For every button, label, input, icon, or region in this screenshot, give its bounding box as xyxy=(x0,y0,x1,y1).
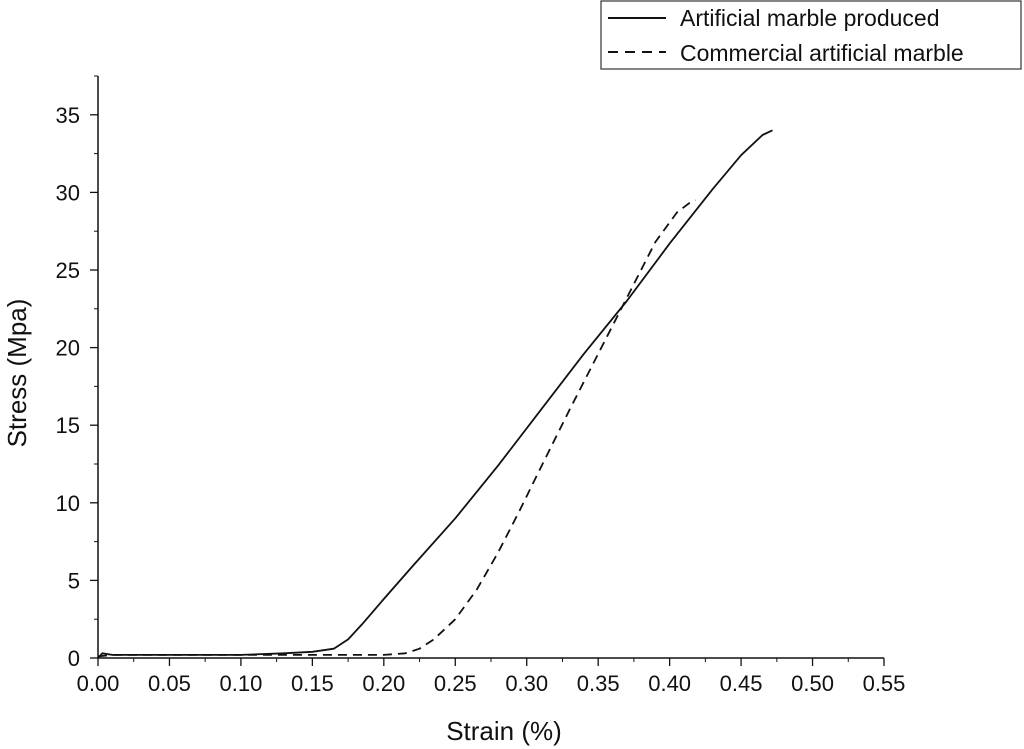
series-lines xyxy=(97,129,773,659)
y-axis-title: Stress (Mpa) xyxy=(2,299,32,448)
y-tick-label: 15 xyxy=(56,413,80,438)
series-line-commercial-artificial-marble xyxy=(97,199,696,658)
x-tick-label: 0.25 xyxy=(434,671,477,696)
legend-label-artificial-marble-produced: Artificial marble produced xyxy=(680,5,940,31)
legend-box xyxy=(600,0,1022,70)
x-tick-label: 0.55 xyxy=(863,671,906,696)
y-tick-label: 35 xyxy=(56,103,80,128)
y-tick-label: 25 xyxy=(56,258,80,283)
y-tick-label: 30 xyxy=(56,180,80,205)
x-tick-label: 0.20 xyxy=(362,671,405,696)
x-tick-label: 0.00 xyxy=(77,671,120,696)
y-tick-label: 10 xyxy=(56,491,80,516)
x-tick-label: 0.05 xyxy=(148,671,191,696)
x-axis-title: Strain (%) xyxy=(446,716,562,746)
x-tick-label: 0.15 xyxy=(291,671,334,696)
legend: Artificial marble produced Commercial ar… xyxy=(600,0,1022,70)
axes: 0.00 0.05 0.10 0.15 0.20 0.25 0.30 0.35 0.40 0.45… xyxy=(56,75,906,696)
x-tick-label: 0.45 xyxy=(720,671,763,696)
series-line-artificial-marble-produced xyxy=(97,129,773,659)
legend-label-commercial-artificial-marble: Commercial artificial marble xyxy=(680,40,964,66)
x-tick-label: 0.10 xyxy=(219,671,262,696)
x-tick-label: 0.40 xyxy=(648,671,691,696)
x-tick-label: 0.50 xyxy=(791,671,834,696)
x-tick-label: 0.30 xyxy=(505,671,548,696)
y-tick-label: 20 xyxy=(56,336,80,361)
y-tick-label: 5 xyxy=(68,568,80,593)
y-tick-label: 0 xyxy=(68,646,80,671)
x-tick-label: 0.35 xyxy=(577,671,620,696)
